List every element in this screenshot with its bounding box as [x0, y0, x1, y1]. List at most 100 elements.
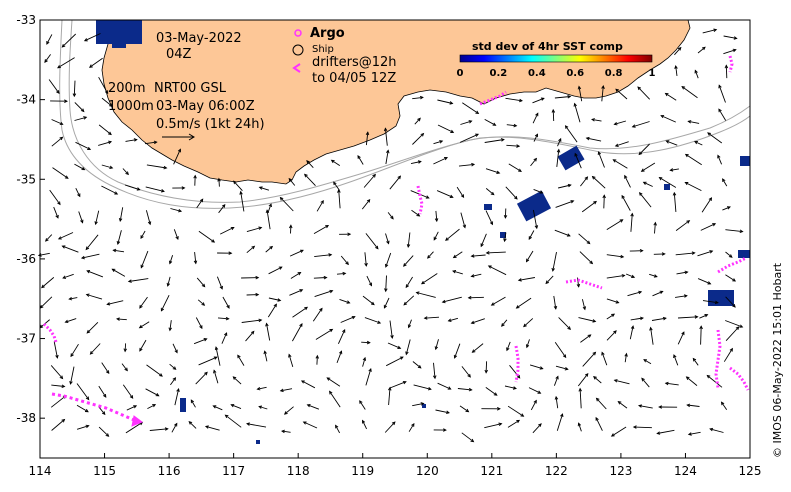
current-arrow — [651, 317, 666, 321]
current-arrow-head — [551, 108, 556, 113]
depth-200-label: 200m — [108, 81, 145, 96]
current-arrow-head — [592, 351, 597, 356]
current-arrow-head — [172, 377, 177, 381]
current-arrow-head — [57, 236, 62, 240]
current-arrow-head — [62, 275, 67, 279]
current-arrow — [442, 296, 462, 303]
current-arrow — [53, 341, 58, 358]
current-arrow — [122, 384, 134, 399]
credit-label: © IMOS 06-May-2022 15:01 Hobart — [771, 262, 784, 458]
current-arrow — [171, 423, 178, 433]
current-arrow-head — [444, 157, 449, 161]
sst-patch — [664, 184, 670, 190]
current-arrow-head — [446, 410, 450, 415]
current-arrow-head — [620, 254, 625, 259]
current-arrow-head — [718, 84, 722, 89]
current-arrow — [410, 161, 421, 165]
current-arrow-head — [289, 224, 293, 229]
current-arrow — [448, 317, 459, 322]
current-arrow — [555, 365, 568, 370]
current-arrow-head — [681, 86, 686, 90]
current-arrow-head — [85, 396, 90, 401]
current-arrow-head — [617, 401, 622, 405]
current-arrow-head — [342, 271, 347, 276]
current-arrow-head — [347, 232, 352, 236]
current-arrow — [652, 290, 663, 297]
current-arrow — [124, 343, 127, 352]
current-arrow — [246, 245, 255, 254]
current-arrow — [267, 303, 277, 318]
current-arrow — [50, 395, 67, 408]
current-arrow-head — [566, 233, 571, 237]
current-arrow-head — [362, 356, 367, 361]
current-arrow-head — [584, 373, 589, 377]
current-arrow — [725, 296, 736, 308]
current-arrow-head — [578, 387, 582, 392]
current-arrow — [303, 421, 318, 429]
current-arrow-head — [615, 300, 620, 304]
current-arrow-head — [704, 314, 709, 318]
current-arrow-head — [85, 293, 90, 297]
current-arrow-head — [567, 326, 571, 330]
current-arrow — [258, 406, 268, 410]
current-arrow — [98, 385, 107, 398]
current-arrow — [292, 306, 308, 318]
current-arrow — [629, 326, 634, 340]
current-arrow — [435, 210, 438, 222]
current-arrow — [614, 120, 627, 125]
current-arrow-head — [45, 238, 49, 242]
current-arrow-head — [371, 301, 375, 306]
current-arrow-head — [328, 253, 333, 257]
current-arrow — [480, 233, 487, 247]
current-arrow-head — [256, 386, 261, 391]
current-arrow-head — [44, 59, 48, 64]
current-arrow — [312, 308, 323, 322]
current-arrow — [144, 141, 157, 145]
current-arrow-head — [375, 245, 379, 250]
current-arrow-head — [708, 197, 713, 201]
current-arrow-head — [673, 354, 677, 359]
current-arrow — [673, 192, 677, 212]
current-arrow-head — [299, 289, 304, 293]
current-arrow-head — [520, 413, 525, 417]
current-arrow-head — [333, 181, 337, 186]
current-arrow-head — [540, 97, 545, 101]
current-arrow — [101, 164, 113, 169]
current-arrow — [40, 296, 53, 309]
current-arrow-head — [199, 325, 203, 330]
y-tick-label: -37 — [16, 332, 36, 346]
current-arrow-head — [601, 85, 605, 89]
current-arrow — [556, 413, 563, 431]
current-arrow-head — [592, 319, 597, 323]
current-arrow — [95, 210, 100, 225]
current-arrow-head — [384, 263, 389, 268]
current-arrow — [611, 426, 627, 437]
current-arrow — [221, 332, 228, 344]
current-arrow-head — [304, 306, 309, 311]
current-arrow-head — [59, 375, 64, 380]
current-arrow — [576, 277, 580, 287]
current-arrow — [412, 402, 424, 407]
current-arrow-head — [57, 201, 61, 206]
current-arrow-head — [193, 174, 197, 179]
current-arrow-head — [484, 369, 488, 374]
current-arrow-head — [89, 64, 93, 68]
ship-marker — [292, 44, 304, 56]
current-arrow-head — [417, 117, 421, 122]
current-arrow — [694, 70, 699, 79]
current-arrow — [288, 178, 296, 186]
current-arrow — [700, 223, 716, 231]
current-arrow — [632, 121, 650, 128]
colorbar-ticks: 0 0.2 0.4 0.6 0.8 1 — [457, 68, 656, 79]
current-arrow — [101, 185, 118, 195]
argo-label: Argo — [310, 26, 345, 41]
current-arrow — [225, 414, 242, 428]
current-arrow-head — [470, 438, 475, 443]
current-arrow-head — [519, 98, 523, 103]
current-arrow-head — [72, 93, 77, 98]
current-arrow-head — [427, 255, 431, 259]
current-arrow — [723, 348, 733, 362]
current-arrow — [688, 120, 700, 124]
current-arrow-head — [728, 254, 733, 258]
current-arrow — [433, 140, 443, 145]
